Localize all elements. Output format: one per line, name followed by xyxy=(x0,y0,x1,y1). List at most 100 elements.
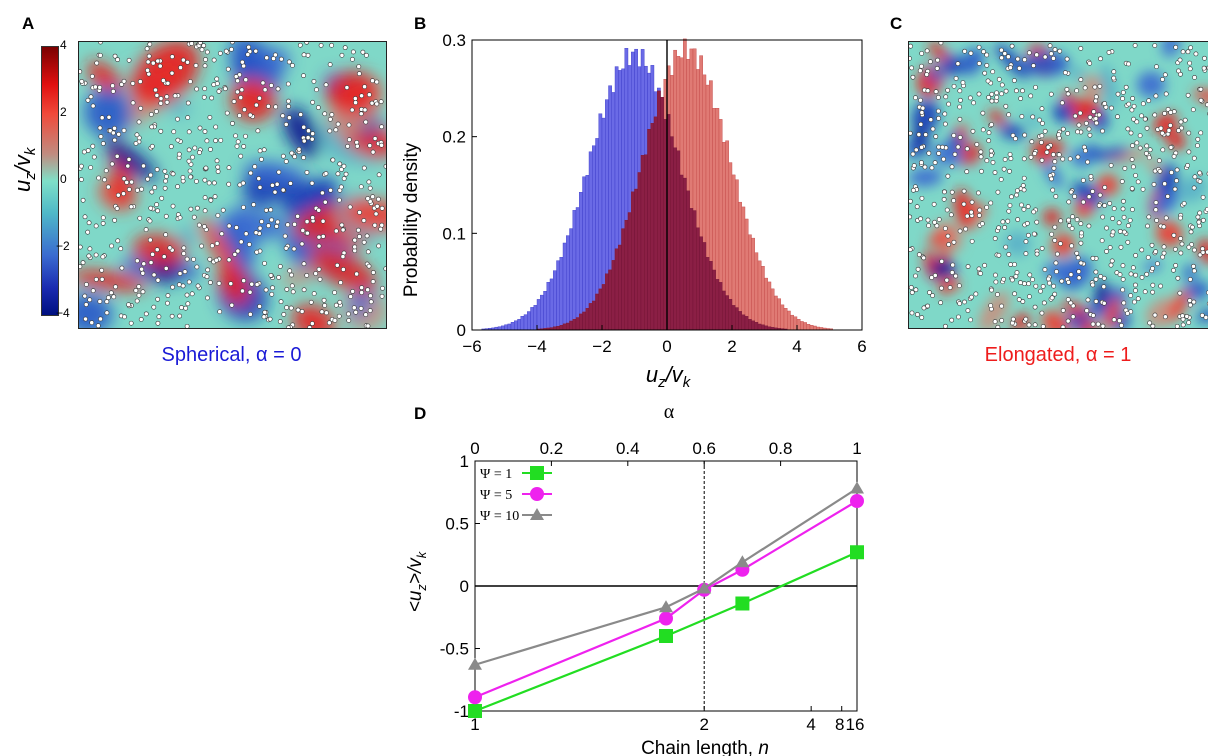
particle xyxy=(1126,101,1132,107)
particle xyxy=(1132,43,1138,48)
particle xyxy=(1173,44,1179,50)
particle xyxy=(988,303,994,309)
particle xyxy=(307,325,313,328)
particle xyxy=(379,222,385,228)
particle xyxy=(980,127,986,133)
particle xyxy=(148,260,154,265)
particle xyxy=(909,130,913,136)
particle xyxy=(112,53,118,59)
particle xyxy=(1109,105,1114,111)
particle xyxy=(316,266,322,272)
particle xyxy=(376,172,382,178)
particle xyxy=(933,134,939,139)
particle xyxy=(1052,47,1058,52)
particle xyxy=(184,256,190,262)
particle xyxy=(337,161,343,167)
particle xyxy=(372,136,378,141)
particle xyxy=(1168,145,1174,150)
particle xyxy=(246,44,252,50)
particle xyxy=(130,100,136,106)
particle xyxy=(206,180,212,186)
particle xyxy=(939,258,945,264)
particle xyxy=(97,84,103,90)
particle xyxy=(321,297,327,303)
hist-bar-overlap xyxy=(692,210,697,331)
particle xyxy=(976,266,982,272)
particle xyxy=(90,288,96,294)
particle xyxy=(1080,199,1086,205)
particle xyxy=(984,204,990,210)
hist-bar-blue xyxy=(559,257,564,331)
particle xyxy=(1015,217,1021,222)
field-blob xyxy=(1113,311,1131,328)
particle xyxy=(304,219,310,225)
particle xyxy=(1179,125,1184,131)
hist-bar-overlap xyxy=(624,220,629,331)
particle xyxy=(1161,224,1167,230)
particle xyxy=(365,196,371,201)
particle xyxy=(1021,187,1027,193)
particle xyxy=(1034,251,1040,257)
particle xyxy=(204,274,210,280)
y-tick-label: 1 xyxy=(460,452,469,471)
particle xyxy=(147,237,153,243)
particle xyxy=(965,264,971,269)
particle xyxy=(290,63,295,68)
particle xyxy=(372,222,378,228)
particle xyxy=(1200,194,1206,200)
particle xyxy=(370,78,375,84)
particle xyxy=(126,57,132,63)
particle xyxy=(134,258,140,264)
particle xyxy=(1070,314,1076,320)
hist-bar-red xyxy=(744,218,749,331)
particle xyxy=(930,293,935,298)
particle xyxy=(1013,88,1019,94)
particle xyxy=(350,289,356,294)
particle xyxy=(164,99,170,105)
particle xyxy=(223,48,229,54)
particle xyxy=(957,104,962,110)
particle xyxy=(1078,240,1084,246)
particle xyxy=(170,203,176,209)
particle xyxy=(83,282,89,287)
particle xyxy=(1085,159,1090,165)
particle xyxy=(196,222,202,228)
particle xyxy=(1039,246,1045,251)
particle xyxy=(990,159,996,165)
hist-bar-overlap xyxy=(572,319,577,331)
particle xyxy=(124,180,130,185)
particle xyxy=(374,203,380,209)
particle xyxy=(1055,251,1060,257)
particle xyxy=(98,134,104,139)
particle xyxy=(245,52,251,57)
particle xyxy=(1160,147,1166,153)
legend-label: Ψ = 1 xyxy=(480,467,512,482)
particle xyxy=(220,207,226,213)
particle xyxy=(1191,263,1196,269)
particle xyxy=(241,204,246,210)
particle xyxy=(949,164,955,170)
particle xyxy=(996,252,1002,258)
particle xyxy=(1051,165,1057,171)
particle xyxy=(978,149,984,155)
x-tick-label: 4 xyxy=(792,337,801,356)
particle xyxy=(913,95,918,101)
particle xyxy=(1096,112,1102,118)
hist-bar-overlap xyxy=(686,190,690,331)
particle xyxy=(1191,185,1197,191)
particle xyxy=(202,195,208,200)
particle xyxy=(268,207,274,213)
hist-bar-red xyxy=(813,325,817,331)
particle xyxy=(990,69,996,75)
particle xyxy=(1144,143,1150,149)
particle xyxy=(1024,220,1030,226)
particle xyxy=(151,304,157,310)
particle xyxy=(919,144,925,150)
particle xyxy=(943,94,949,100)
particle xyxy=(188,206,194,212)
particle xyxy=(1008,156,1014,161)
particle xyxy=(283,159,289,164)
particle xyxy=(262,260,267,266)
field-blob xyxy=(1023,51,1070,77)
particle xyxy=(143,311,149,317)
